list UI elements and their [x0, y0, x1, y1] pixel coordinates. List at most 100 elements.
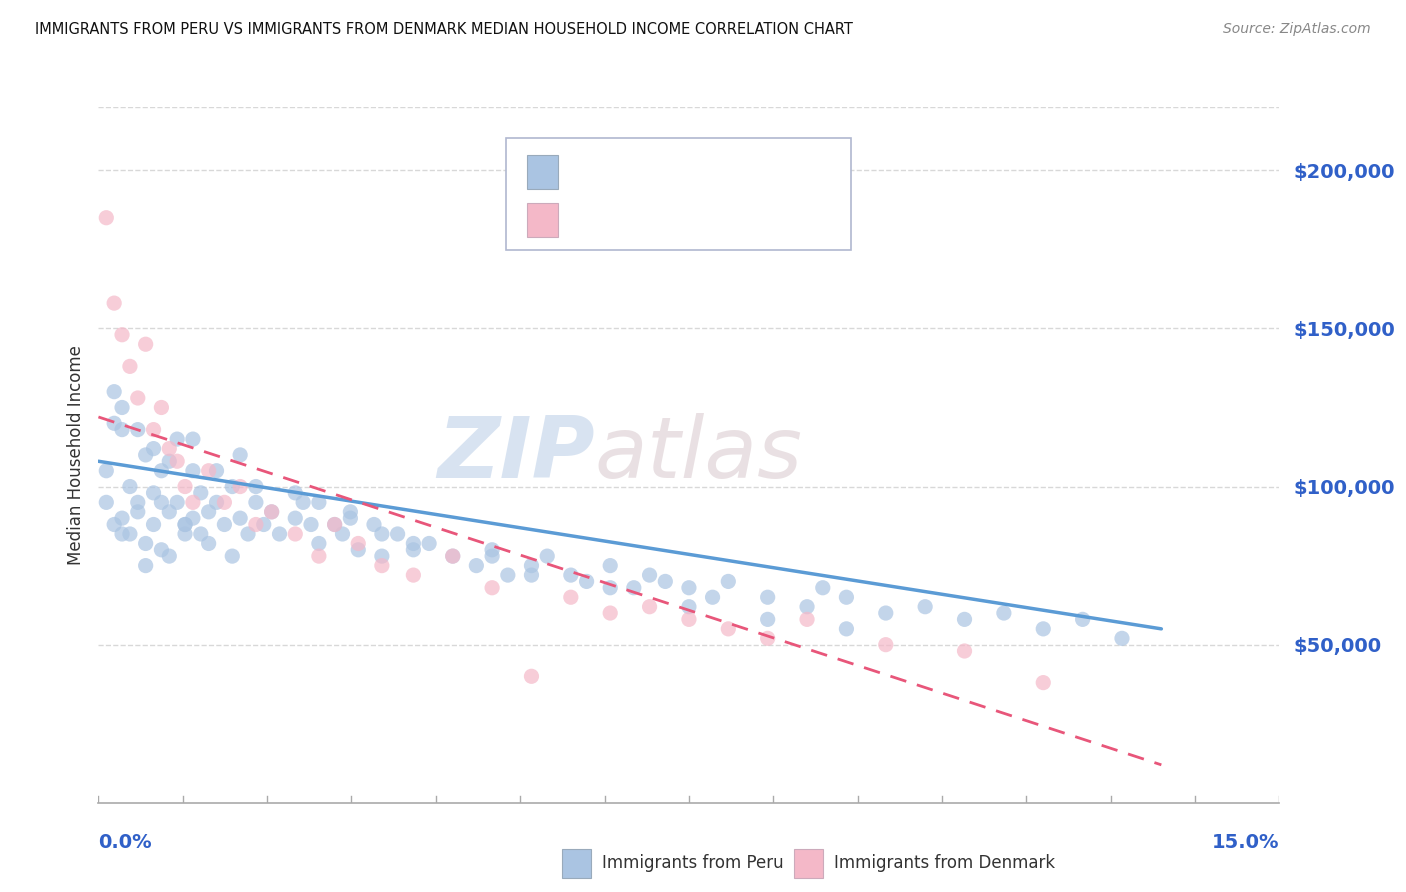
- Point: [150, 495, 173, 509]
- Text: atlas: atlas: [595, 413, 803, 497]
- Point: [135, 337, 157, 351]
- Point: [181, 432, 204, 446]
- Point: [339, 505, 361, 519]
- Text: -0.433: -0.433: [598, 211, 662, 228]
- Point: [835, 591, 858, 605]
- Point: [599, 581, 621, 595]
- Point: [221, 549, 243, 563]
- Point: [181, 495, 204, 509]
- Point: [520, 669, 543, 683]
- Text: -0.434: -0.434: [598, 162, 662, 180]
- Point: [418, 536, 440, 550]
- Point: [953, 612, 976, 626]
- Point: [142, 486, 165, 500]
- Point: [103, 517, 125, 532]
- Text: 15.0%: 15.0%: [1212, 833, 1279, 853]
- Point: [103, 384, 125, 399]
- Point: [260, 505, 283, 519]
- Y-axis label: Median Household Income: Median Household Income: [66, 345, 84, 565]
- Point: [371, 558, 394, 573]
- Point: [181, 464, 204, 478]
- Point: [245, 517, 267, 532]
- Point: [103, 296, 125, 310]
- Point: [371, 549, 394, 563]
- Text: IMMIGRANTS FROM PERU VS IMMIGRANTS FROM DENMARK MEDIAN HOUSEHOLD INCOME CORRELAT: IMMIGRANTS FROM PERU VS IMMIGRANTS FROM …: [35, 22, 853, 37]
- Point: [103, 417, 125, 431]
- Point: [166, 495, 188, 509]
- Point: [308, 495, 330, 509]
- Text: R =: R =: [569, 162, 609, 180]
- Point: [197, 505, 219, 519]
- Point: [560, 568, 582, 582]
- Point: [166, 432, 188, 446]
- Text: N =: N =: [682, 162, 721, 180]
- Point: [150, 542, 173, 557]
- Point: [702, 591, 724, 605]
- Point: [332, 527, 354, 541]
- Point: [150, 401, 173, 415]
- Point: [481, 542, 503, 557]
- Point: [127, 423, 149, 437]
- Point: [756, 632, 779, 646]
- Point: [284, 511, 307, 525]
- Point: [402, 536, 425, 550]
- Text: R =: R =: [569, 211, 609, 228]
- Point: [575, 574, 598, 589]
- Point: [638, 599, 661, 614]
- Point: [190, 486, 212, 500]
- Text: 100: 100: [710, 162, 748, 180]
- Point: [245, 495, 267, 509]
- Point: [118, 479, 141, 493]
- Point: [253, 517, 276, 532]
- Point: [496, 568, 519, 582]
- Point: [756, 591, 779, 605]
- Point: [599, 606, 621, 620]
- Point: [835, 622, 858, 636]
- Point: [284, 527, 307, 541]
- Point: [111, 423, 134, 437]
- Point: [150, 464, 173, 478]
- Point: [135, 448, 157, 462]
- Point: [520, 568, 543, 582]
- Point: [717, 622, 740, 636]
- Point: [1032, 675, 1054, 690]
- Point: [174, 517, 197, 532]
- Point: [221, 479, 243, 493]
- Point: [142, 423, 165, 437]
- Point: [441, 549, 464, 563]
- Point: [96, 495, 118, 509]
- Point: [308, 536, 330, 550]
- Point: [135, 536, 157, 550]
- Point: [197, 464, 219, 478]
- Point: [214, 517, 236, 532]
- Point: [536, 549, 558, 563]
- Point: [520, 558, 543, 573]
- Point: [953, 644, 976, 658]
- Text: N =: N =: [682, 211, 721, 228]
- Point: [96, 211, 118, 225]
- Point: [339, 511, 361, 525]
- Text: 36: 36: [710, 211, 741, 228]
- Text: Immigrants from Peru: Immigrants from Peru: [602, 855, 783, 872]
- Point: [292, 495, 315, 509]
- Point: [174, 517, 197, 532]
- Point: [197, 536, 219, 550]
- Point: [875, 638, 897, 652]
- Point: [111, 511, 134, 525]
- Point: [481, 549, 503, 563]
- Point: [157, 549, 180, 563]
- Point: [308, 549, 330, 563]
- Point: [174, 527, 197, 541]
- Point: [875, 606, 897, 620]
- Point: [402, 568, 425, 582]
- Point: [229, 479, 252, 493]
- Point: [323, 517, 346, 532]
- Point: [1032, 622, 1054, 636]
- Point: [96, 464, 118, 478]
- Point: [638, 568, 661, 582]
- Point: [157, 454, 180, 468]
- Text: Source: ZipAtlas.com: Source: ZipAtlas.com: [1223, 22, 1371, 37]
- Point: [465, 558, 488, 573]
- Point: [756, 612, 779, 626]
- Point: [174, 479, 197, 493]
